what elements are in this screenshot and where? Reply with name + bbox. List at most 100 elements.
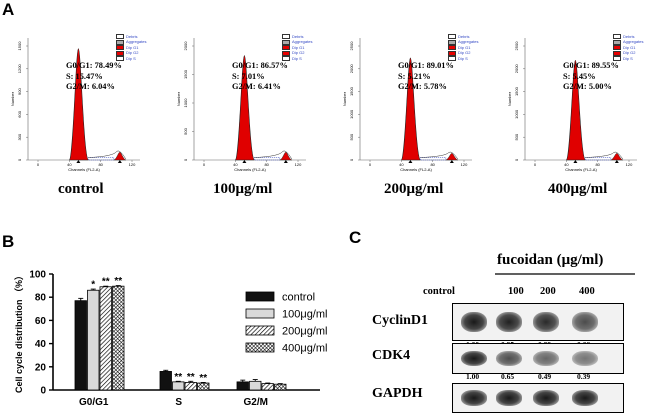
g1-peak <box>235 55 255 161</box>
g2-peak <box>445 153 458 161</box>
x-tick-label: 80 <box>595 162 600 167</box>
g2-peak <box>610 153 623 161</box>
y-axis-label: Cell cycle distribution （%） <box>14 271 24 393</box>
legend-label: Dip G1 <box>292 44 305 50</box>
blot-band <box>533 312 559 332</box>
category-label: S <box>175 397 182 408</box>
y-tick-label: 20 <box>35 362 47 373</box>
blot-band <box>461 350 487 367</box>
y-tick-label: 500 <box>349 133 354 140</box>
legend-label: Aggregates <box>292 39 313 45</box>
legend-swatch <box>448 39 456 45</box>
legend-label: Dip G1 <box>458 44 471 50</box>
y-tick-label: 300 <box>17 133 22 140</box>
y-tick-label: 1200 <box>17 64 22 74</box>
bar <box>159 371 172 391</box>
legend-label: Debris <box>458 34 470 39</box>
legend-label: Aggregates <box>623 39 644 45</box>
legend-label: Debris <box>126 34 138 39</box>
panel-label-a: A <box>2 0 15 19</box>
condition-label: 100μg/ml <box>213 181 273 197</box>
y-tick-label: 80 <box>35 293 47 304</box>
x-tick-label: 0 <box>369 162 372 167</box>
legend-label: Dip S <box>623 55 633 61</box>
histogram-svg: 0 500 1000 1500 2000 2500 0 40 80 120 Channels (FL… <box>507 38 637 172</box>
legend-swatch <box>448 50 456 56</box>
phase-stat-s: S: 5.45% <box>563 71 596 81</box>
peak-marker <box>283 160 288 163</box>
y-tick-label: 1500 <box>17 41 22 51</box>
peak-marker <box>242 160 247 163</box>
legend-entry: Dip G1 <box>116 44 146 51</box>
y-tick-label: 0 <box>40 386 46 397</box>
phase-stat-g2m: G2/M: 5.78% <box>398 82 447 91</box>
legend: Debris Aggregates Dip G1 Dip G2 Dip S <box>613 34 644 62</box>
condition-label: 400μg/ml <box>548 181 608 197</box>
g1-peak <box>401 57 421 161</box>
y-tick-label: 100 <box>29 270 46 281</box>
x-tick-label: 0 <box>203 162 206 167</box>
histogram-panel: 0 500 1000 1500 2000 0 40 80 120 Channels (FL2-A)… <box>174 30 314 180</box>
histogram-panel: 0 300 600 900 1200 1500 0 40 80 120 Channels (FL2-… <box>8 30 148 180</box>
histogram-svg: 0 300 600 900 1200 1500 0 40 80 120 Channels (FL2-… <box>10 38 140 172</box>
g1-peak <box>69 48 89 161</box>
y-tick-label: 1000 <box>514 109 519 119</box>
legend-label: 200μg/ml <box>282 326 327 338</box>
legend-swatch <box>613 34 621 40</box>
y-tick-label: 500 <box>183 127 188 134</box>
significance-mark: * <box>91 280 95 291</box>
legend-entry: Dip G1 <box>613 45 643 51</box>
legend-entry: Dip G2 <box>282 50 312 56</box>
blot-band <box>496 350 522 367</box>
bar <box>261 383 274 391</box>
y-axis-label: Number <box>176 91 181 106</box>
legend-swatch <box>282 45 290 51</box>
legend-swatch <box>448 56 456 62</box>
protein-label: GAPDH <box>372 386 423 401</box>
bar <box>249 380 262 391</box>
legend-label: Dip S <box>292 55 302 61</box>
legend-entry: Dip S <box>282 55 312 62</box>
legend-swatch <box>282 50 290 56</box>
histogram-panel: 0 500 1000 1500 2000 2500 0 40 80 120 Channels (FL… <box>505 30 645 180</box>
legend-entry: Debris <box>613 34 643 40</box>
blot-band <box>461 390 487 406</box>
s-phase-region <box>585 157 612 161</box>
legend-label: Dip G1 <box>126 44 139 50</box>
peak-marker <box>117 160 122 163</box>
legend-label: Aggregates <box>458 39 479 45</box>
bar <box>172 381 185 391</box>
bar <box>112 285 125 391</box>
legend-swatch <box>116 39 124 45</box>
legend-swatch <box>448 45 456 51</box>
y-tick-label: 1000 <box>349 109 354 119</box>
y-tick-label: 0 <box>17 158 22 161</box>
y-tick-label: 600 <box>17 110 22 117</box>
legend-swatch <box>613 39 621 45</box>
wb-title-underline <box>495 273 635 275</box>
legend-entry: Dip G1 <box>448 44 478 51</box>
x-tick-label: 40 <box>233 162 238 167</box>
protein-label: CDK4 <box>372 348 411 363</box>
y-tick-label: 1500 <box>183 69 188 79</box>
legend-entry: Dip S <box>448 56 478 62</box>
protein-label: CyclinD1 <box>372 313 428 328</box>
x-tick-label: 40 <box>399 162 404 167</box>
legend-label: Debris <box>292 34 304 39</box>
condition-label: 200μg/ml <box>384 181 444 197</box>
peak-marker <box>449 160 454 163</box>
histogram-svg: 0 500 1000 1500 2000 2500 0 40 80 120 Channels (FL… <box>342 38 472 172</box>
legend-swatch <box>116 34 124 40</box>
phase-stat-g0g1: G0/G1: 78.49% <box>66 61 122 70</box>
legend-entry: Dip G2 <box>448 50 478 56</box>
x-axis-label: Channels (FL2-A) <box>234 167 266 172</box>
legend-swatch <box>116 50 124 56</box>
y-tick-label: 40 <box>35 339 47 350</box>
x-axis-label: Channels (FL2-A) <box>565 167 597 172</box>
x-axis-label: Channels (FL2-A) <box>68 167 100 172</box>
legend-swatch <box>245 308 275 319</box>
x-tick-label: 120 <box>461 162 468 167</box>
blot-strip <box>452 343 624 374</box>
legend-entry: Debris <box>116 34 146 40</box>
bar <box>274 383 287 391</box>
